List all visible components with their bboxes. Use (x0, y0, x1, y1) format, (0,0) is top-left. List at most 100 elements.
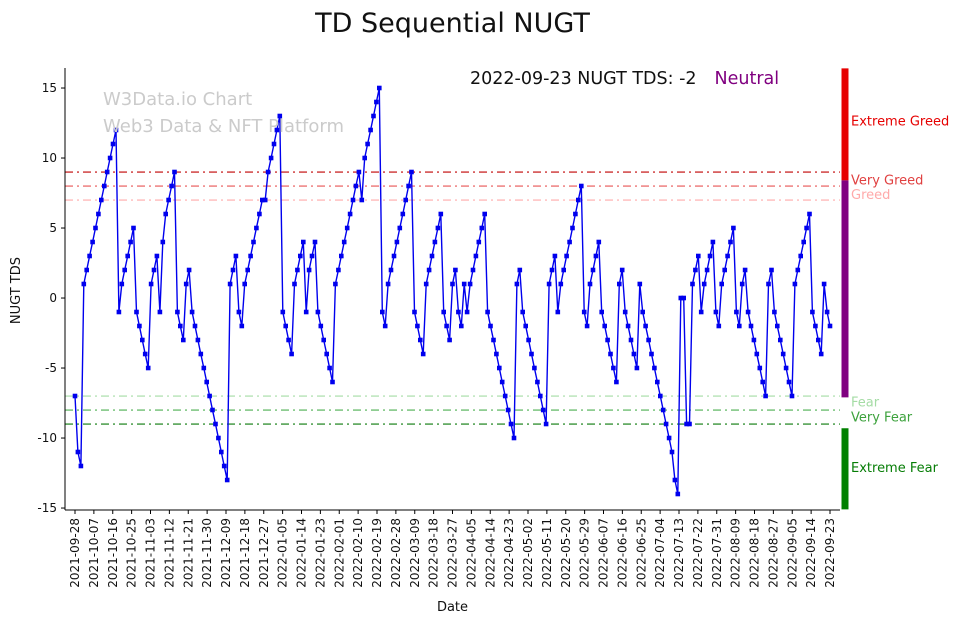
data-point (283, 323, 288, 329)
data-point (605, 337, 610, 343)
data-point (564, 253, 569, 259)
data-point (353, 183, 359, 189)
x-tick-label: 2022-07-13 (672, 518, 686, 588)
data-point (561, 267, 566, 273)
data-point (821, 281, 827, 287)
x-tick-label: 2021-12-27 (257, 518, 271, 588)
data-point (485, 309, 490, 315)
data-point (479, 225, 485, 231)
data-point (514, 281, 520, 287)
data-point (230, 267, 236, 273)
data-point (804, 225, 809, 231)
x-tick-label: 2022-03-18 (427, 518, 441, 588)
x-tick-label: 2021-11-03 (144, 518, 158, 588)
zone-label-fear: Fear (851, 395, 880, 410)
y-tick-label: -15 (37, 501, 57, 515)
y-tick-label: 5 (49, 221, 57, 235)
data-point (827, 323, 833, 329)
x-tick-label: 2022-03-27 (446, 518, 460, 588)
data-point (380, 309, 385, 315)
data-point (622, 309, 628, 315)
data-point (792, 281, 798, 287)
data-point (640, 309, 645, 315)
data-point (233, 253, 239, 259)
data-point (400, 211, 406, 217)
data-point (538, 393, 543, 399)
data-point (444, 323, 449, 329)
chart-title: TD Sequential NUGT (315, 8, 590, 39)
data-point (590, 267, 596, 273)
x-tick-label: 2022-01-05 (276, 518, 290, 588)
data-point (757, 365, 763, 371)
x-tick-label: 2021-11-30 (200, 518, 214, 588)
data-point (447, 337, 452, 343)
data-point (666, 435, 672, 441)
data-point (298, 253, 303, 259)
data-point (684, 421, 689, 427)
data-point (248, 253, 253, 259)
data-point (409, 169, 414, 175)
data-point (467, 281, 473, 287)
data-point (663, 421, 669, 427)
data-point (189, 309, 195, 315)
data-point (669, 449, 675, 455)
data-point (710, 239, 716, 245)
data-point (169, 183, 174, 189)
data-point (426, 267, 432, 273)
data-point (406, 183, 411, 189)
data-point (739, 281, 745, 287)
data-point (511, 435, 517, 441)
data-point (652, 365, 657, 371)
data-point (687, 421, 692, 427)
data-point (359, 197, 365, 203)
data-point (473, 253, 479, 259)
data-point (546, 281, 552, 287)
data-point (75, 449, 81, 455)
data-point (696, 253, 701, 259)
data-point (309, 253, 315, 259)
zone-label-very-fear: Very Fear (851, 411, 913, 426)
data-point (201, 365, 207, 371)
data-point (690, 281, 695, 287)
data-point (403, 197, 408, 203)
data-point (549, 267, 555, 273)
x-tick-label: 2022-06-16 (615, 518, 629, 588)
data-point (207, 393, 212, 399)
data-point (476, 239, 482, 245)
data-point (274, 127, 280, 133)
data-point (584, 323, 590, 329)
latest-reading: 2022-09-23 NUGT TDS: -2 Neutral (470, 69, 779, 89)
data-point (227, 281, 233, 287)
zone-label-extreme-fear: Extreme Fear (851, 461, 939, 476)
data-point (268, 155, 274, 161)
watermark-line2: Web3 Data & NFT Platform (103, 116, 345, 137)
data-point (172, 169, 177, 175)
y-axis-label: NUGT TDS (9, 257, 24, 325)
data-point (160, 239, 166, 245)
data-point (339, 253, 344, 259)
data-point (341, 239, 347, 245)
data-point (292, 281, 297, 287)
data-point (672, 477, 678, 483)
data-point (93, 225, 98, 231)
data-point (183, 281, 189, 287)
data-point (178, 323, 183, 329)
data-point (608, 351, 613, 357)
data-point (186, 267, 192, 273)
data-point (579, 183, 584, 189)
data-point (628, 337, 634, 343)
data-point (385, 281, 391, 287)
data-point (236, 309, 242, 315)
data-point (502, 393, 508, 399)
data-point (432, 239, 438, 245)
data-point (775, 323, 780, 329)
data-point (599, 309, 604, 315)
data-point (438, 211, 444, 217)
data-point (678, 295, 684, 301)
data-point (731, 225, 736, 231)
y-tick-label: 10 (42, 151, 57, 165)
x-axis-label: Date (436, 600, 469, 615)
data-point (728, 239, 733, 245)
latest-reading-text: 2022-09-23 NUGT TDS: -2 (470, 69, 697, 89)
